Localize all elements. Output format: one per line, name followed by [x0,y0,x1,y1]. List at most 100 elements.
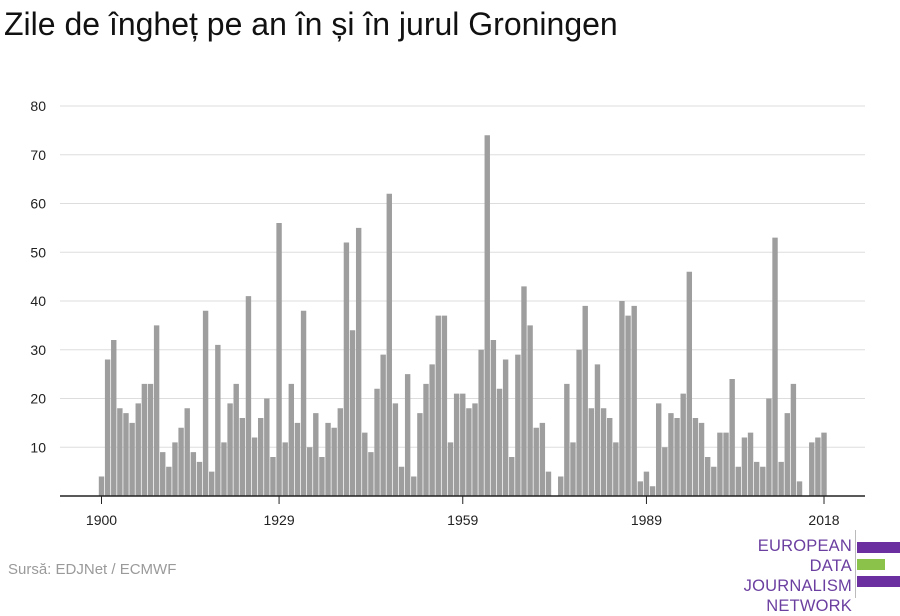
x-tick-label-1959: 1959 [447,512,478,528]
bar-1925 [251,437,258,496]
bar-1985 [619,301,625,496]
logo-bar-green [857,559,885,570]
bar-1991 [655,403,662,497]
x-tick-label-1989: 1989 [631,512,662,528]
logo-bar-purple-top [857,542,900,553]
bar-1980 [588,408,595,496]
bar-1955 [435,315,441,497]
bar-2014 [796,481,803,497]
bar-1908 [147,383,154,497]
logo-line-2: DATA JOURNALISM [743,557,852,595]
bar-1983 [607,418,613,496]
bar-1912 [172,442,178,497]
bar-1982 [600,408,607,496]
bar-2005 [741,437,748,496]
bar-1916 [196,461,203,497]
bar-1920 [221,442,227,497]
bar-2000 [711,466,717,496]
y-tick-label-20: 20 [30,391,46,407]
bar-1992 [662,447,668,496]
bar-1997 [692,418,699,496]
bar-1937 [325,422,331,497]
bar-1965 [496,388,503,496]
bar-1962 [478,349,484,496]
bar-1950 [404,374,411,497]
bar-1995 [680,393,686,497]
x-tick-label-2018: 2018 [808,512,839,528]
bar-1972 [539,422,546,497]
bar-2013 [790,383,797,497]
bar-1947 [386,193,392,496]
bar-1905 [129,422,135,497]
bar-1994 [674,418,680,496]
bar-1996 [686,271,693,496]
bar-1918 [209,471,215,497]
bar-2016 [809,442,815,497]
bar-2007 [753,461,760,497]
bar-1938 [331,427,337,496]
bar-1904 [123,413,129,497]
bar-1926 [258,418,264,496]
bar-2012 [784,413,790,497]
bar-1988 [637,481,644,497]
logo-line-1: EUROPEAN [757,537,852,555]
bar-1931 [288,383,295,497]
bar-2004 [735,466,741,496]
bar-2008 [760,466,766,496]
y-tick-label-30: 30 [30,342,46,358]
bar-1922 [233,383,239,497]
bar-2002 [723,432,729,497]
bar-1998 [698,422,705,497]
bar-1960 [466,408,472,496]
bar-1936 [319,457,325,496]
bar-1987 [631,305,637,497]
bar-1909 [153,325,160,497]
bar-1902 [111,340,117,496]
bar-2006 [747,432,754,497]
bar-1915 [190,452,197,497]
bar-1923 [239,418,246,496]
bar-series [98,135,827,497]
frost-days-bar-chart: 10 20 30 40 50 60 70 80 1900 1929 1959 1989 2018 [30,98,865,528]
logo-text: EUROPEAN DATA JOURNALISM NETWORK [700,536,852,616]
bar-2018 [821,432,827,497]
bar-2011 [778,461,784,497]
bar-1949 [398,466,405,496]
bar-1964 [490,340,497,496]
bar-1941 [349,330,356,496]
bar-1929 [276,223,282,496]
bar-1981 [594,364,601,497]
bar-1924 [245,296,252,497]
bar-1989 [643,471,650,497]
logo-divider [855,530,856,598]
bar-1906 [135,403,141,497]
bar-1942 [355,227,362,497]
logo-line-3: NETWORK [766,597,852,615]
bar-1913 [178,427,184,496]
y-tick-label-80: 80 [30,98,46,114]
bar-1907 [141,383,148,497]
bar-1935 [313,413,319,497]
x-tick-label-1900: 1900 [86,512,117,528]
bar-1963 [484,135,490,496]
bar-1953 [423,383,429,497]
bar-2009 [766,398,772,496]
bar-1910 [160,452,166,497]
bar-1958 [453,393,460,497]
chart-title: Zile de îngheț pe an în și în jurul Gron… [4,6,618,42]
bar-1968 [515,354,521,497]
bar-1901 [104,359,111,496]
logo-bar-purple-bottom [857,576,900,587]
bar-1961 [472,403,478,497]
edjnet-logo[interactable]: EUROPEAN DATA JOURNALISM NETWORK [700,528,900,615]
x-tick-label-1929: 1929 [263,512,294,528]
bar-1917 [202,310,209,496]
x-axis: 1900 1929 1959 1989 2018 [60,495,865,528]
bar-1984 [613,442,619,497]
bar-1976 [564,383,570,497]
bar-1967 [509,457,515,496]
bar-1934 [306,447,313,496]
bar-1975 [558,476,564,496]
bar-1957 [447,442,454,497]
bar-1977 [570,442,576,497]
